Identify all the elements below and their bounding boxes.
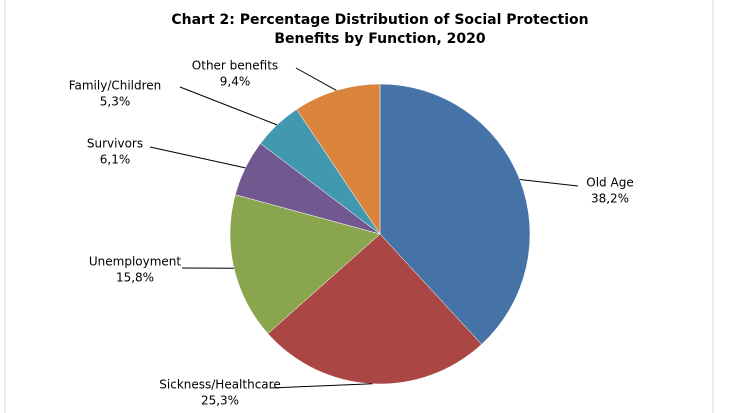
slice-value: 15,8% [116, 271, 154, 285]
pie-slice [296, 83, 381, 235]
slice-value: 38,2% [591, 192, 629, 206]
slice-label: Other benefits [192, 59, 278, 73]
slice-value: 6,1% [100, 153, 131, 167]
slice-value: 5,3% [100, 95, 131, 109]
slice-value: 25,3% [201, 394, 239, 408]
slice-label: Old Age [586, 176, 633, 190]
slice-label: Survivors [87, 137, 143, 151]
leader-line [519, 178, 579, 187]
slice-label: Unemployment [89, 255, 182, 269]
leader-line [269, 383, 373, 389]
pie-slice [267, 233, 482, 385]
slice-value: 9,4% [220, 75, 251, 89]
leader-line [149, 146, 246, 169]
leader-line [295, 67, 337, 91]
slice-label: Family/Children [69, 79, 162, 93]
pie-slice [229, 194, 381, 334]
chart-title: Benefits by Function, 2020 [274, 31, 486, 47]
leader-line [179, 86, 278, 126]
slice-label: Sickness/Healthcare [159, 378, 280, 392]
chart-title: Chart 2: Percentage Distribution of Soci… [171, 12, 588, 28]
